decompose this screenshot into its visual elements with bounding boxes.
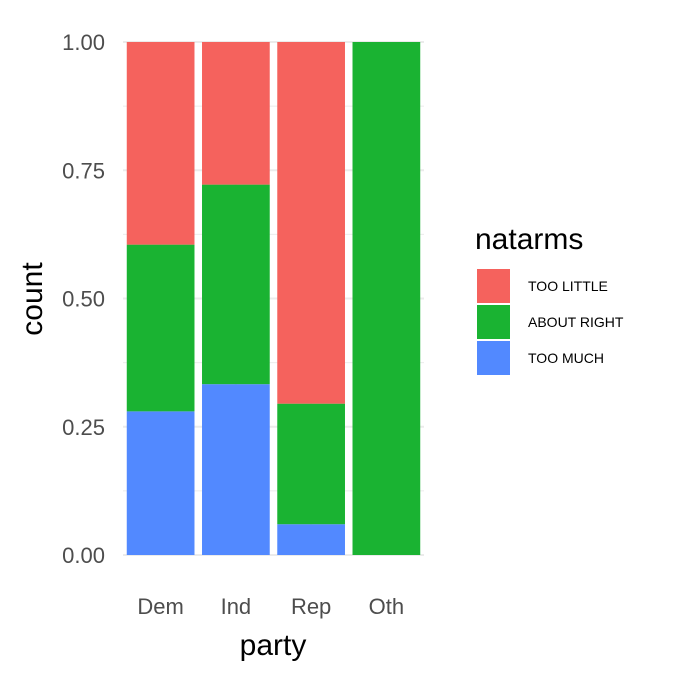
legend-label-too-little: TOO LITTLE: [528, 278, 608, 294]
bar-rep-about-right: [277, 403, 345, 525]
x-tick-label-ind: Ind: [221, 594, 252, 619]
legend-label-too-much: TOO MUCH: [528, 350, 604, 366]
y-tick-label: 0.25: [62, 415, 105, 440]
y-tick-label: 0.00: [62, 543, 105, 568]
bar-dem-too-much: [126, 411, 195, 555]
bar-ind-too-much: [202, 384, 270, 555]
bar-rep-too-much: [277, 524, 345, 555]
bars: [126, 42, 421, 555]
y-tick-label: 0.50: [62, 287, 105, 312]
bar-dem-too-little: [126, 42, 195, 245]
legend-key-about-right: [477, 305, 510, 339]
y-axis-title: count: [16, 262, 49, 336]
x-tick-label-dem: Dem: [137, 594, 183, 619]
legend-key-too-much: [477, 341, 510, 375]
legend-key-too-little: [477, 269, 510, 303]
x-axis-ticks: Dem Ind Rep Oth: [137, 594, 404, 619]
y-axis-ticks: 0.00 0.25 0.50 0.75 1.00: [62, 30, 105, 568]
x-tick-label-rep: Rep: [291, 594, 331, 619]
bar-ind-about-right: [202, 184, 270, 385]
legend: natarms TOO LITTLE ABOUT RIGHT TOO MUCH: [475, 223, 624, 375]
y-tick-label: 1.00: [62, 30, 105, 55]
legend-title: natarms: [475, 223, 583, 256]
bar-ind-too-little: [202, 42, 270, 185]
legend-label-about-right: ABOUT RIGHT: [528, 314, 624, 330]
x-tick-label-oth: Oth: [369, 594, 404, 619]
bar-oth-about-right: [352, 42, 421, 555]
bar-rep-too-little: [277, 42, 345, 404]
x-axis-title: party: [240, 629, 307, 662]
y-tick-label: 0.75: [62, 158, 105, 183]
bar-dem-about-right: [126, 244, 195, 412]
